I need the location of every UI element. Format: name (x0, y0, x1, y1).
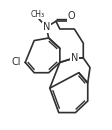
Text: N: N (70, 53, 77, 63)
Text: Cl: Cl (11, 57, 21, 67)
Text: CH₃: CH₃ (30, 10, 44, 19)
Text: O: O (67, 11, 75, 21)
Text: N: N (42, 22, 50, 32)
